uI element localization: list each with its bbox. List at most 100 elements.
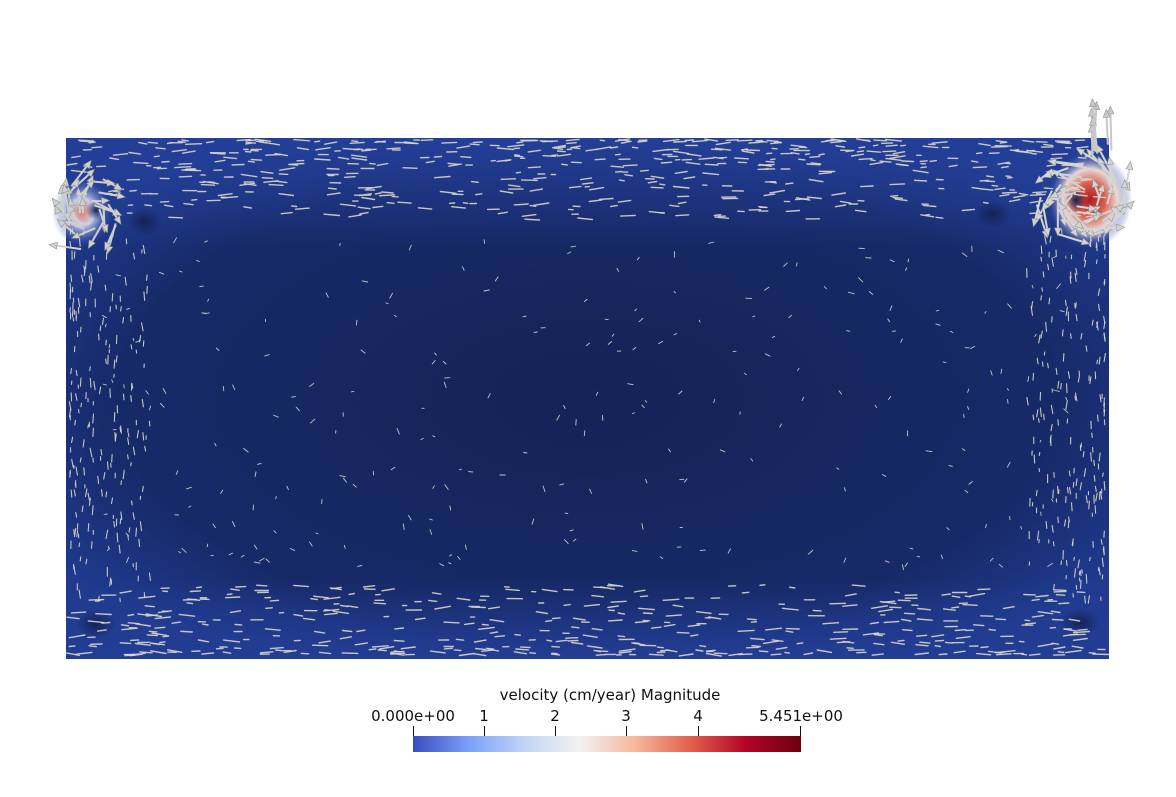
velocity-glyph <box>478 626 495 630</box>
velocity-glyph <box>617 612 626 615</box>
velocity-glyph <box>341 652 359 655</box>
velocity-glyph <box>73 528 75 536</box>
velocity-glyph <box>639 595 649 598</box>
velocity-glyph <box>973 624 985 627</box>
tick-mark-5 <box>800 726 801 738</box>
velocity-glyph <box>243 447 249 453</box>
velocity-glyph <box>636 256 640 261</box>
velocity-glyph <box>695 611 712 614</box>
velocity-glyph <box>1061 329 1064 337</box>
velocity-glyph <box>351 140 359 143</box>
velocity-glyph <box>961 208 976 212</box>
velocity-glyph <box>869 159 876 162</box>
velocity-glyph <box>1032 414 1035 421</box>
velocity-glyph <box>269 646 284 650</box>
velocity-glyph <box>750 458 754 462</box>
velocity-glyph <box>766 139 779 143</box>
velocity-glyph <box>740 148 748 151</box>
velocity-glyph <box>785 630 794 633</box>
velocity-glyph <box>107 545 110 550</box>
velocity-glyph <box>946 527 950 531</box>
velocity-glyph <box>949 330 954 333</box>
velocity-glyph <box>858 247 865 250</box>
velocity-glyph <box>589 488 593 494</box>
velocity-glyph <box>397 201 412 204</box>
velocity-glyph <box>346 605 359 609</box>
velocity-glyph <box>1073 556 1075 561</box>
velocity-glyph <box>112 428 117 431</box>
velocity-glyph <box>685 161 701 165</box>
velocity-glyph <box>1082 450 1085 458</box>
velocity-glyph <box>541 588 558 593</box>
velocity-glyph <box>1040 295 1042 301</box>
velocity-glyph <box>746 618 757 621</box>
velocity-glyph <box>310 418 316 424</box>
velocity-glyph <box>843 487 846 492</box>
velocity-glyph <box>354 642 369 646</box>
velocity-glyph <box>638 607 656 611</box>
velocity-glyph <box>672 150 690 155</box>
velocity-glyph <box>1044 235 1047 245</box>
velocity-arrow <box>1091 178 1101 198</box>
velocity-glyph <box>996 653 1012 656</box>
velocity-glyph <box>265 141 280 146</box>
velocity-glyph <box>155 147 166 150</box>
velocity-glyph <box>904 612 916 615</box>
velocity-arrow <box>1120 179 1129 206</box>
velocity-glyph <box>516 141 524 144</box>
velocity-glyphs <box>66 138 1110 657</box>
velocity-glyph <box>808 178 824 183</box>
velocity-glyph <box>637 140 648 143</box>
velocity-glyph <box>97 595 100 602</box>
velocity-glyph <box>894 198 908 202</box>
velocity-glyph <box>905 267 908 271</box>
velocity-glyph <box>804 153 811 156</box>
velocity-glyph <box>92 413 95 424</box>
velocity-glyph <box>385 302 389 304</box>
velocity-glyph <box>293 584 310 588</box>
velocity-glyph <box>1032 191 1048 194</box>
velocity-glyph <box>572 538 577 542</box>
velocity-glyph <box>443 381 447 388</box>
velocity-glyph <box>391 195 399 198</box>
velocity-glyph <box>73 489 76 497</box>
velocity-glyph <box>90 273 93 283</box>
velocity-glyph <box>557 153 571 157</box>
velocity-glyph <box>914 179 928 182</box>
tick-label-3: 3 <box>621 707 631 725</box>
velocity-arrow <box>61 183 70 216</box>
velocity-glyph <box>883 620 900 624</box>
velocity-glyph <box>1079 570 1082 577</box>
velocity-glyph <box>497 211 508 215</box>
velocity-glyph <box>673 140 687 143</box>
velocity-glyph <box>1094 485 1097 493</box>
velocity-glyph <box>97 475 100 485</box>
velocity-glyph <box>448 163 462 167</box>
velocity-glyph <box>529 188 544 192</box>
velocity-arrow <box>1102 204 1125 222</box>
velocity-glyph <box>851 584 866 587</box>
velocity-glyph <box>770 158 776 161</box>
velocity-glyph <box>360 349 366 354</box>
velocity-glyph <box>357 565 363 567</box>
velocity-glyph <box>1080 332 1083 340</box>
velocity-glyph <box>673 332 678 336</box>
velocity-glyph <box>521 179 538 182</box>
velocity-glyph <box>1068 486 1072 495</box>
velocity-glyph <box>141 485 144 492</box>
velocity-glyph <box>131 382 134 389</box>
velocity-glyph <box>278 173 289 176</box>
velocity-glyph <box>1037 611 1054 615</box>
velocity-glyph <box>645 478 648 484</box>
velocity-glyph <box>1059 310 1065 312</box>
velocity-glyph <box>374 192 382 195</box>
velocity-glyph <box>600 586 616 590</box>
velocity-glyph <box>858 277 864 283</box>
velocity-glyph <box>286 485 289 491</box>
velocity-glyph <box>818 171 833 175</box>
velocity-glyph <box>456 597 471 601</box>
velocity-glyph <box>894 591 900 594</box>
velocity-glyph <box>79 556 82 562</box>
velocity-glyph <box>677 201 687 205</box>
velocity-glyph <box>1085 573 1088 584</box>
